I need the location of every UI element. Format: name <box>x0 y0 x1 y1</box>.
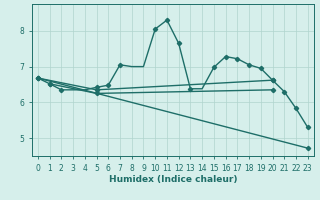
X-axis label: Humidex (Indice chaleur): Humidex (Indice chaleur) <box>108 175 237 184</box>
